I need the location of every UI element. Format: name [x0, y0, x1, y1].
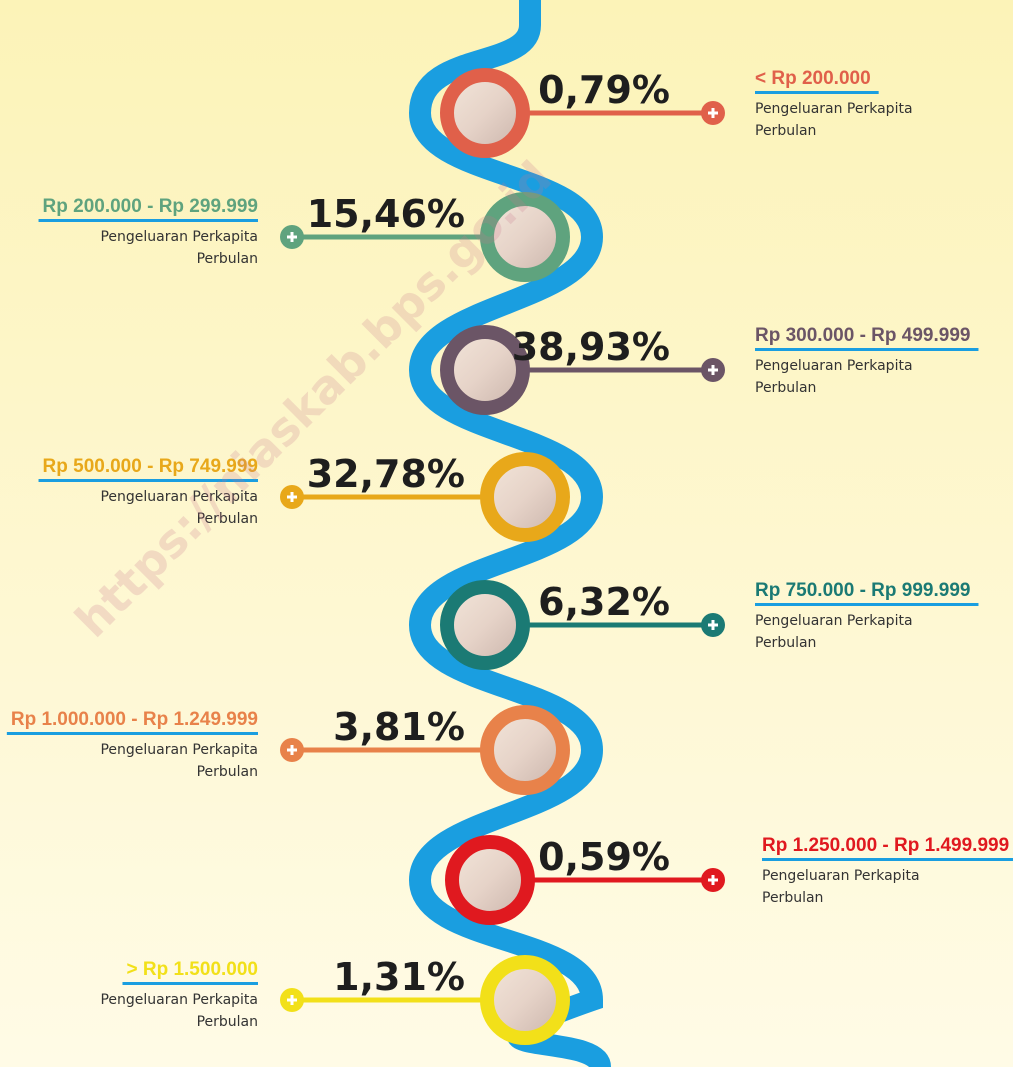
percent: 0,59% [538, 835, 670, 879]
desc: Perbulan [755, 635, 816, 651]
snake [408, 0, 611, 1067]
desc: Perbulan [755, 123, 816, 139]
underline [38, 479, 258, 482]
range-label: Rp 1.000.000 - Rp 1.249.999 [11, 709, 258, 730]
desc: Pengeluaran Perkapita [100, 229, 258, 245]
ring [480, 955, 570, 1045]
range-label: Rp 1.250.000 - Rp 1.499.999 [762, 835, 1009, 856]
desc: Perbulan [197, 1014, 258, 1030]
ring [440, 325, 530, 415]
plus-icon [708, 108, 718, 118]
underline [6, 732, 258, 735]
desc: Perbulan [755, 380, 816, 396]
ring [480, 452, 570, 542]
range-label: Rp 300.000 - Rp 499.999 [755, 325, 970, 346]
plus-icon [287, 232, 297, 242]
range-label: < Rp 200.000 [755, 68, 871, 89]
underline [122, 982, 258, 985]
plus-icon [708, 365, 718, 375]
plus-icon [287, 745, 297, 755]
desc: Pengeluaran Perkapita [100, 742, 258, 758]
plus-icon [708, 875, 718, 885]
desc: Perbulan [762, 890, 823, 906]
underline [755, 603, 979, 606]
underline [762, 858, 1013, 861]
percent: 0,79% [538, 68, 670, 112]
items: 0,79% < Rp 200.000 Pengeluaran Perkapita Pe… [6, 68, 1013, 1045]
percent: 1,31% [333, 955, 465, 999]
underline [755, 91, 879, 94]
range-label: Rp 200.000 - Rp 299.999 [43, 196, 258, 217]
plus-icon [287, 995, 297, 1005]
percent: 38,93% [512, 325, 670, 369]
desc: Pengeluaran Perkapita [100, 992, 258, 1008]
ring [480, 705, 570, 795]
ring [445, 835, 535, 925]
plus-icon [287, 492, 297, 502]
desc: Pengeluaran Perkapita [755, 613, 913, 629]
percent: 3,81% [333, 705, 465, 749]
ring [440, 68, 530, 158]
desc: Perbulan [197, 764, 258, 780]
desc: Perbulan [197, 511, 258, 527]
ring [480, 192, 570, 282]
desc: Pengeluaran Perkapita [100, 489, 258, 505]
desc: Pengeluaran Perkapita [755, 101, 913, 117]
underline [755, 348, 979, 351]
plus-icon [708, 620, 718, 630]
percent: 6,32% [538, 580, 670, 624]
range-label: > Rp 1.500.000 [126, 959, 258, 980]
desc: Pengeluaran Perkapita [762, 868, 920, 884]
snake-path [408, 0, 611, 1067]
desc: Perbulan [197, 251, 258, 267]
range-label: Rp 750.000 - Rp 999.999 [755, 580, 970, 601]
range-label: Rp 500.000 - Rp 749.999 [43, 456, 258, 477]
percent: 32,78% [307, 452, 465, 496]
underline [38, 219, 258, 222]
desc: Pengeluaran Perkapita [755, 358, 913, 374]
ring [440, 580, 530, 670]
percent: 15,46% [307, 192, 465, 236]
